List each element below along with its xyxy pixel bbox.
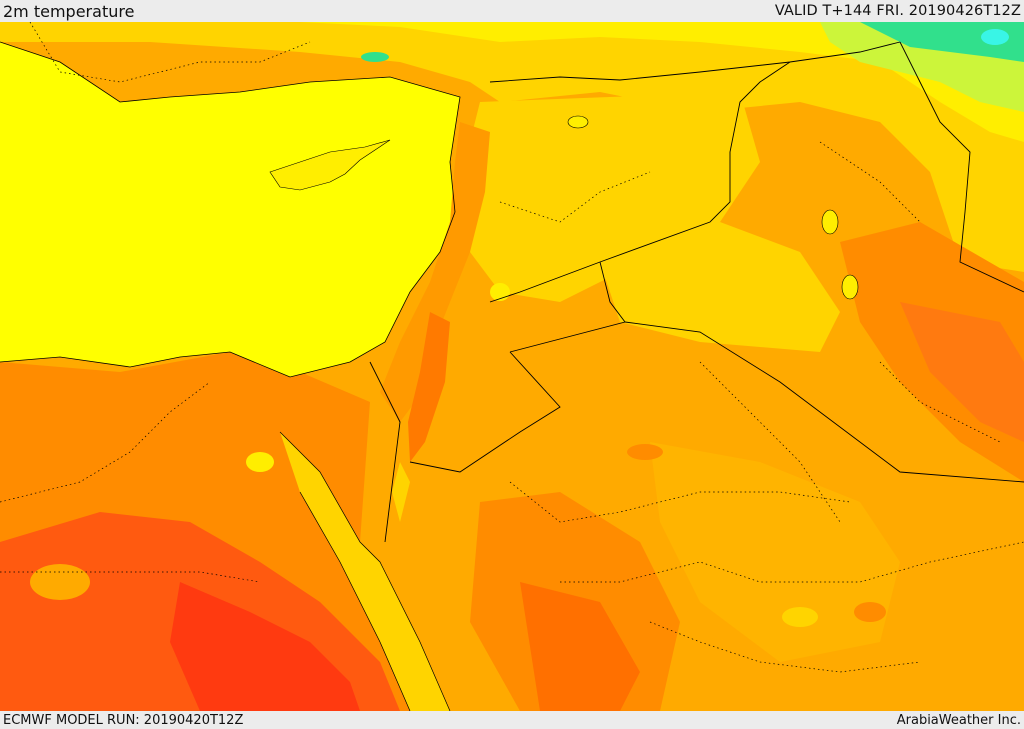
footer-bar: ECMWF MODEL RUN: 20190420T12Z ArabiaWeat… [0,711,1024,729]
syria-iraq-border [489,61,791,303]
map-title: 2m temperature [3,1,135,21]
valid-time: VALID T+144 FRI. 20190426T12Z [774,3,1021,19]
turkey-syria-border [489,41,901,83]
jordan-valley [408,312,450,462]
levant-coast [380,122,490,422]
warm-patch-2 [627,444,663,460]
map-canvas [0,22,1024,711]
upper-egypt-hottest [170,582,360,711]
lake-assad [567,115,589,129]
iraq-iran-border [899,41,1024,293]
lake-tharthar [821,209,839,235]
gulf-of-aqaba [392,462,410,522]
red-sea-west-coast [279,431,451,711]
cooler-patch [30,564,90,600]
warm-patch-1 [490,283,510,301]
southeast-iraq-hot [900,302,1024,442]
jordan-iraq-border [509,261,626,353]
cold-spot-2 [361,52,389,62]
iraq-saudi-border [624,321,1024,483]
red-sea-east-coast [299,491,411,711]
north-warm-band [0,22,1024,272]
jordan-saudi-border [409,351,561,473]
red-sea [280,432,450,711]
nejd-plateau [650,442,900,662]
temperature-map[interactable] [0,22,1024,711]
cold-spot [981,29,1009,45]
syria-interior [460,92,760,302]
hejaz-hottest [520,582,640,711]
mountain-cold-zone [860,22,1024,62]
warm-patch-3 [782,607,818,627]
credit: ArabiaWeather Inc. [896,712,1021,728]
warm-patch-4 [246,452,274,472]
model-run: ECMWF MODEL RUN: 20190420T12Z [3,712,244,728]
admin-boundaries [0,22,1024,673]
western-iraq-plateau [600,222,840,352]
cyprus [269,139,391,191]
lake-razazah [841,274,859,300]
egypt-israel-border [369,361,401,543]
header-bar: 2m temperature VALID T+144 FRI. 20190426… [0,0,1024,22]
mediterranean-sea [0,42,460,377]
warm-patch-5 [854,602,886,622]
coastline [0,41,461,378]
